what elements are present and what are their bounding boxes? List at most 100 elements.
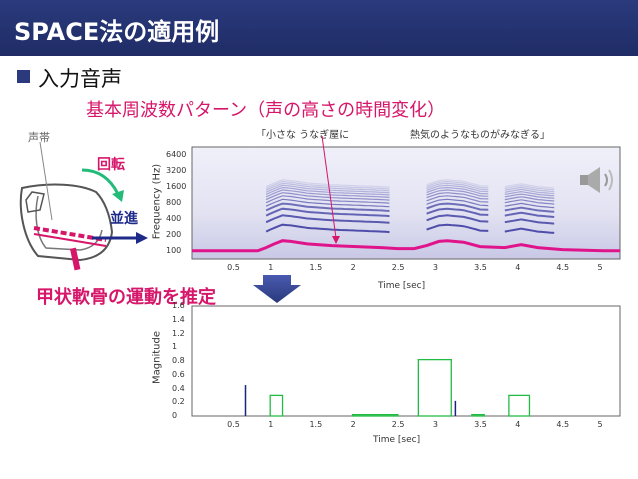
command-xtick: 4.5 — [556, 420, 570, 429]
spectrogram-harmonic — [426, 214, 489, 223]
spectrogram-harmonic — [504, 184, 555, 191]
spectrogram-ytick: 6400 — [166, 149, 187, 159]
spectrogram-xlabel: Time [sec] — [378, 281, 426, 291]
spectrogram-harmonic — [265, 186, 390, 196]
spectrogram-harmonic — [504, 206, 555, 213]
down-arrow-icon — [253, 275, 301, 303]
spectrogram-harmonic — [265, 179, 390, 188]
thyroid-label: 甲状軟骨の運動を推定 — [36, 287, 216, 308]
spectrogram-background — [191, 146, 621, 260]
spectrogram-xtick: 3 — [432, 263, 439, 272]
command-ytick: 0 — [172, 411, 178, 420]
accent-command-bar — [508, 394, 531, 417]
command-ytick: 0.2 — [172, 397, 185, 407]
slide-title: SPACE法の適用例 — [14, 18, 220, 46]
vocal-fold-pointer-line — [39, 141, 53, 221]
spectrogram-harmonic — [265, 189, 390, 198]
spectrogram-harmonic — [504, 199, 555, 205]
spectrogram-harmonic — [504, 190, 555, 197]
command-chart — [191, 305, 621, 417]
command-xtick: 3.5 — [474, 420, 487, 429]
accent-command-bar — [417, 358, 452, 417]
spectrogram-ytick: 400 — [166, 213, 182, 223]
spectrogram-xtick: 2.5 — [391, 263, 405, 272]
spectrogram-harmonic — [504, 196, 555, 202]
spectrogram-xtick: 1 — [268, 263, 274, 272]
spectrogram-harmonic — [504, 186, 555, 193]
bullet-text: 入力音声 — [38, 67, 122, 91]
spectrogram-harmonic — [426, 179, 489, 187]
spectrogram-harmonic — [265, 214, 390, 224]
command-xtick: 1.5 — [309, 420, 323, 429]
command-ytick: 0.6 — [172, 369, 185, 379]
cartilage-inner-outline — [35, 195, 103, 251]
spectrogram-xtick: 4.5 — [556, 263, 570, 272]
right-arrow-head — [136, 232, 148, 244]
utterance-quote-1: 「小さな うなぎ屋に — [256, 130, 350, 141]
command-ytick: 0.8 — [172, 356, 185, 365]
thyroid-cartilage-outline — [19, 183, 114, 262]
command-ytick: 0.4 — [172, 383, 185, 393]
spectrogram-xtick: 4 — [515, 263, 521, 272]
pointer-line — [321, 135, 340, 244]
accent-command-bar — [471, 413, 485, 417]
spectrogram-harmonic — [426, 182, 489, 191]
spectrogram-harmonics — [265, 179, 555, 234]
spectrogram-harmonic — [265, 198, 390, 208]
command-xtick: 1 — [268, 420, 274, 429]
arytenoid-marker — [69, 247, 81, 271]
command-xtick: 2 — [350, 420, 356, 429]
spectrogram-xtick: 5 — [597, 263, 603, 272]
command-xtick: 0.5 — [227, 420, 240, 429]
spectrogram-harmonic — [265, 207, 390, 218]
bullet-square-icon — [17, 70, 30, 83]
vocal-fold-line — [33, 226, 107, 242]
spectrogram-harmonic — [426, 192, 489, 200]
spectrogram-harmonic — [504, 218, 555, 225]
command-plot-area — [191, 305, 621, 417]
spectrogram-harmonic — [426, 184, 489, 193]
spectrogram-harmonic — [265, 202, 390, 212]
accent-command-bar — [351, 413, 399, 417]
spectrogram-harmonic — [426, 195, 489, 203]
f0-label: 基本周波数パターン（声の高さの時間変化） — [86, 100, 446, 121]
accent-command-bar — [269, 394, 284, 417]
larynx-diagram — [19, 141, 148, 271]
spectrogram-xtick: 3.5 — [474, 263, 487, 272]
f0-contour-line — [192, 239, 620, 253]
spectrogram-ylabel: Frequency (Hz) — [151, 163, 163, 240]
vocal-fold-line-2 — [33, 233, 107, 247]
spectrogram-harmonic — [504, 188, 555, 195]
vocal-folds-label: 声帯 — [28, 131, 50, 144]
spectrogram-harmonic — [265, 180, 390, 190]
spectrogram-harmonic — [426, 180, 489, 189]
command-ytick: 1.4 — [172, 314, 185, 324]
command-xtick: 4 — [515, 420, 521, 429]
command-ylabel: Magnitude — [151, 331, 163, 384]
translation-label: 並進 — [110, 211, 138, 227]
spectrogram-harmonic — [426, 223, 489, 232]
spectrogram-harmonic — [426, 186, 489, 195]
speaker-icon[interactable] — [578, 165, 622, 195]
cartilage-side-shape — [25, 191, 45, 213]
title-bar: SPACE法の適用例 — [0, 0, 638, 56]
spectrogram-harmonic — [265, 184, 390, 194]
command-xtick: 2.5 — [391, 420, 405, 429]
spectrogram-harmonic — [504, 183, 555, 189]
spectrogram-harmonic — [426, 189, 489, 197]
spectrogram-xtick: 1.5 — [309, 263, 323, 272]
spectrogram-harmonic — [426, 198, 489, 207]
spectrogram-xtick: 2 — [350, 263, 356, 272]
command-xlabel: Time [sec] — [373, 435, 421, 445]
utterance-quote-2: 熱気のようなものがみなぎる」 — [410, 130, 550, 141]
spectrogram-xtick: 0.5 — [227, 263, 240, 272]
spectrogram-chart — [191, 146, 621, 260]
spectrogram-harmonic — [426, 207, 489, 216]
spectrogram-harmonic — [504, 211, 555, 218]
spectrogram-harmonic — [504, 227, 555, 234]
spectrogram-harmonic — [504, 202, 555, 209]
command-xtick: 5 — [597, 420, 603, 429]
spectrogram-harmonic — [504, 193, 555, 199]
command-xtick: 3 — [432, 420, 439, 429]
spectrogram-harmonic — [265, 182, 390, 192]
